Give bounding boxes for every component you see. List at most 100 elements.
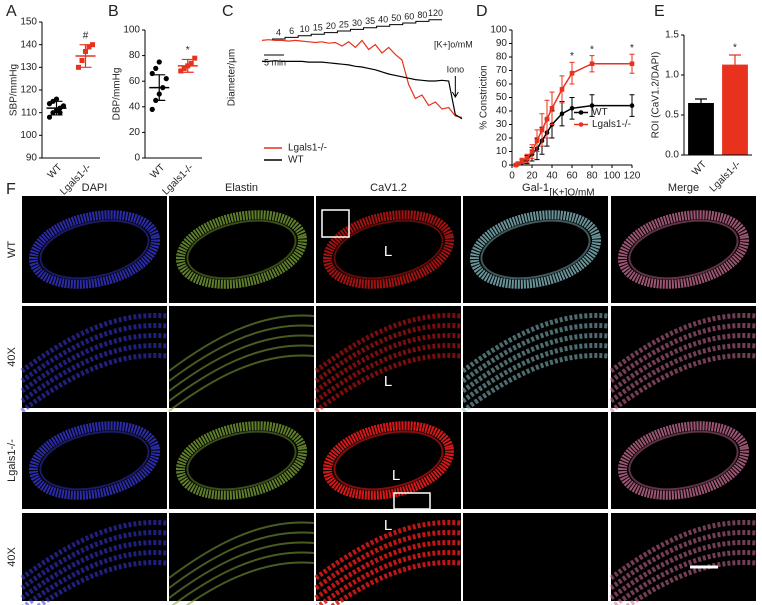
marker — [549, 106, 555, 111]
y-tick-label: 20 — [129, 127, 141, 138]
k-step-label: 30 — [352, 18, 362, 28]
y-tick-label: 130 — [20, 62, 37, 73]
k-step-label: 6 — [289, 26, 294, 36]
trace-line — [261, 39, 463, 118]
tissue-band — [314, 352, 462, 414]
y-tick-label: 70 — [496, 65, 508, 76]
tissue-band — [461, 312, 609, 374]
micrograph — [169, 196, 314, 303]
k-step-label: 35 — [365, 16, 375, 26]
x-tick-label: WT — [148, 162, 167, 181]
x-tick-label: 40 — [546, 171, 558, 182]
vessel-ring-inner — [186, 430, 297, 491]
marker — [589, 61, 595, 67]
annotation: * — [570, 51, 574, 62]
y-tick-label: 1.0 — [665, 70, 679, 81]
micrograph — [316, 196, 461, 303]
image-background — [463, 412, 608, 509]
vessel-ring — [617, 421, 750, 500]
k-staircase — [272, 19, 442, 40]
image-background — [463, 513, 608, 601]
tissue-band — [461, 332, 609, 394]
marker — [629, 61, 635, 67]
row-label: 40X — [6, 347, 18, 367]
image-background — [22, 513, 167, 601]
legend-label: Lgals1-/- — [592, 119, 631, 130]
k-step-label: 40 — [378, 15, 388, 25]
micrograph — [22, 196, 167, 303]
marker — [559, 87, 565, 92]
tissue-band — [461, 352, 609, 414]
y-tick-label: 20 — [496, 133, 508, 144]
vessel-ring — [28, 421, 161, 500]
tissue-band — [609, 332, 757, 394]
vessel-ring-inner — [333, 430, 444, 491]
micrograph — [169, 412, 314, 509]
lumen-label: L — [384, 373, 392, 390]
column-header: Gal-1 — [522, 182, 549, 194]
marker — [524, 155, 530, 161]
data-point — [181, 65, 187, 71]
k-step-label: 80 — [417, 10, 427, 20]
data-point — [76, 64, 81, 70]
x-tick-label: 120 — [624, 171, 641, 182]
error-bar — [153, 74, 166, 101]
vessel-ring-inner — [39, 430, 150, 491]
data-point — [79, 58, 85, 64]
vessel-ring-inner — [628, 430, 739, 491]
x-axis-label: [K+]O/mM — [549, 188, 594, 199]
annotation: # — [83, 30, 89, 41]
tissue-band — [20, 322, 168, 384]
y-tick-label: 0.0 — [665, 150, 679, 161]
tissue-band — [314, 342, 462, 404]
panel-letter: B — [108, 3, 119, 20]
micrograph — [611, 196, 756, 303]
tissue-band — [314, 322, 462, 384]
data-point — [90, 42, 95, 48]
y-tick-label: 0 — [501, 160, 507, 171]
column-header: CaV1.2 — [370, 182, 407, 194]
tissue-band — [314, 332, 462, 394]
tissue-band — [168, 531, 315, 589]
k-step-label: 15 — [313, 23, 323, 33]
error-bar — [50, 100, 63, 116]
micrograph — [463, 196, 608, 303]
y-tick-label: 0.5 — [665, 110, 679, 121]
image-background — [22, 196, 167, 303]
x-tick-label: WT — [46, 162, 65, 181]
tissue-band — [168, 521, 315, 579]
tissue-band — [168, 334, 315, 392]
vessel-ring — [28, 210, 161, 289]
data-point — [149, 106, 155, 112]
iono-arrow — [451, 76, 459, 98]
y-tick-label: 30 — [496, 119, 508, 130]
legend-label: WT — [288, 155, 304, 166]
tissue-band — [314, 539, 462, 601]
tissue-band — [314, 312, 462, 374]
micrograph — [20, 306, 168, 414]
marker — [589, 103, 595, 108]
legend-label: WT — [592, 107, 608, 118]
data-point — [53, 96, 60, 102]
tissue-band — [20, 312, 168, 374]
tissue-band — [21, 549, 168, 605]
panel-letter: F — [6, 181, 16, 198]
roi-box — [321, 209, 350, 238]
annotation: * — [733, 43, 737, 54]
trace-line — [262, 60, 463, 120]
data-point — [163, 76, 169, 82]
tissue-band — [461, 342, 609, 404]
row-label: 40X — [6, 547, 18, 567]
k-step-label: 20 — [326, 21, 336, 31]
series-line — [515, 104, 632, 166]
tissue-band — [461, 322, 609, 384]
tissue-band — [20, 519, 168, 581]
annotation: * — [590, 44, 594, 55]
vessel-ring — [322, 210, 455, 289]
y-tick-label: 100 — [20, 130, 37, 141]
bar — [722, 64, 748, 155]
marker — [515, 161, 521, 166]
column-header: Elastin — [225, 182, 258, 194]
data-point — [178, 68, 184, 74]
micrograph — [168, 306, 315, 412]
